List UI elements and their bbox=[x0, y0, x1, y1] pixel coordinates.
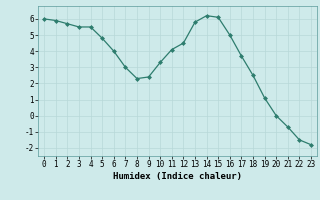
X-axis label: Humidex (Indice chaleur): Humidex (Indice chaleur) bbox=[113, 172, 242, 181]
